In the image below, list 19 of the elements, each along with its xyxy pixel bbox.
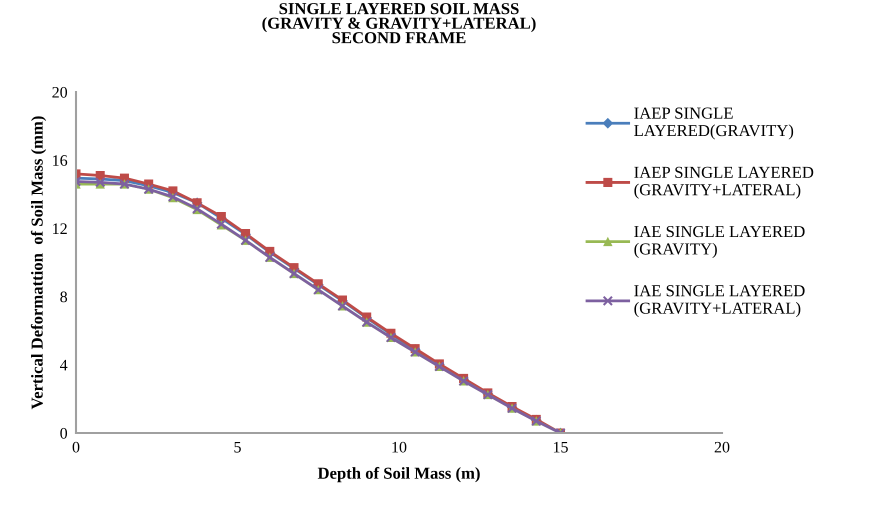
y-tick-label: 8 bbox=[60, 292, 68, 302]
y-tick-label: 20 bbox=[52, 86, 68, 98]
x-tick-label: 20 bbox=[714, 442, 730, 453]
y-tick-label: 12 bbox=[53, 223, 67, 234]
chart-title: SINGLE LAYERED SOIL MASS (GRAVITY & GRAVITY+LATERAL) SECOND FRAME bbox=[262, 3, 536, 44]
y-tick-label: 16 bbox=[53, 155, 68, 166]
legend-label: IAEP SINGLE LAYERED(GRAVITY) bbox=[634, 108, 794, 140]
x-tick-label: 15 bbox=[554, 442, 568, 453]
y-axis-title: Vertical Deformattion of Soil Mass (mm) bbox=[30, 116, 46, 410]
x-tick-label: 0 bbox=[72, 442, 80, 453]
x-axis-title: Depth of Soil Mass (m) bbox=[318, 466, 480, 482]
y-tick-label: 4 bbox=[60, 360, 68, 370]
legend-label: IAEP SINGLE LAYERED (GRAVITY+LATERAL) bbox=[634, 166, 814, 199]
x-tick-label: 5 bbox=[234, 442, 241, 453]
legend-label: IAE SINGLE LAYERED (GRAVITY+LATERAL) bbox=[634, 285, 805, 318]
x-tick-label: 10 bbox=[392, 442, 406, 453]
point bbox=[216, 212, 226, 221]
legend-label: IAE SINGLE LAYERED (GRAVITY) bbox=[634, 226, 805, 258]
y-tick-label: 0 bbox=[60, 428, 68, 439]
